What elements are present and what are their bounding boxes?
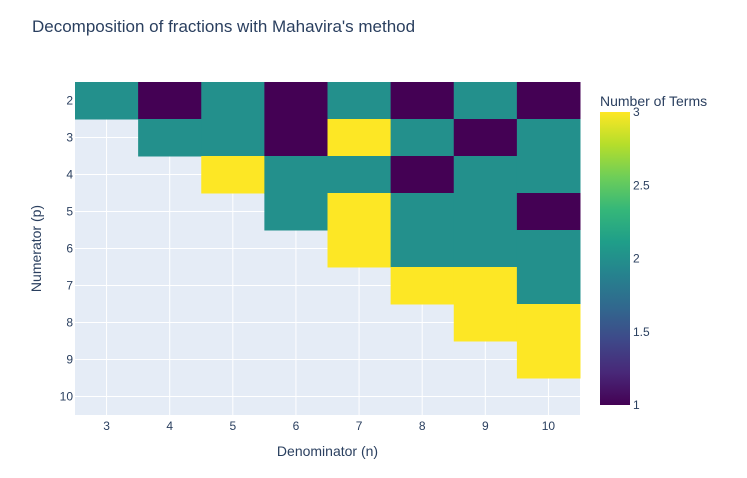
- heatmap-cell-p3-n6: [264, 119, 328, 157]
- x-axis-ticks: 3 4 5 6 7 8 9 10: [103, 419, 555, 433]
- heatmap-cell-p3-n9: [453, 119, 518, 157]
- y-axis-title: Numerator (p): [28, 205, 44, 292]
- y-tick-label: 8: [66, 316, 73, 330]
- heatmap-cell-p4-n10: [516, 156, 581, 194]
- x-tick-label: 6: [293, 419, 300, 433]
- colorbar-tick-label: 1.5: [633, 325, 650, 339]
- heatmap-cell-p5-n9: [453, 193, 518, 231]
- y-tick-label: 2: [66, 94, 73, 108]
- heatmap-cell-p9-n10: [516, 341, 581, 379]
- y-tick-label: 3: [66, 131, 73, 145]
- heatmap-cell-p2-n5: [201, 82, 265, 120]
- heatmap-cell-p5-n10: [516, 193, 581, 231]
- y-tick-label: 6: [66, 242, 73, 256]
- colorbar-gradient: [600, 112, 630, 405]
- heatmap-cell-p8-n9: [453, 304, 518, 342]
- heatmap-cell-p3-n10: [516, 119, 581, 157]
- heatmap-cell-p4-n6: [264, 156, 328, 194]
- heatmap-cell-p6-n10: [516, 230, 581, 268]
- heatmap-cell-p3-n8: [390, 119, 455, 157]
- colorbar-tick-label: 3: [633, 105, 640, 119]
- heatmap-cell-p8-n10: [516, 304, 581, 342]
- heatmap-cell-p3-n4: [138, 119, 202, 157]
- heatmap-cell-p7-n8: [390, 267, 455, 305]
- colorbar-tick-label: 1: [633, 398, 640, 412]
- x-axis-title: Denominator (n): [277, 443, 378, 459]
- heatmap-cell-p2-n9: [453, 82, 518, 120]
- chart-title: Decomposition of fractions with Mahavira…: [32, 17, 415, 36]
- heatmap-cell-p2-n8: [390, 82, 455, 120]
- heatmap-cell-p5-n7: [327, 193, 392, 231]
- heatmap-cell-p5-n8: [390, 193, 455, 231]
- x-tick-label: 8: [419, 419, 426, 433]
- heatmap-cell-p5-n6: [264, 193, 328, 231]
- heatmap-cell-p7-n10: [516, 267, 581, 305]
- heatmap-cell-p6-n9: [453, 230, 518, 268]
- heatmap-cell-p4-n9: [453, 156, 518, 194]
- heatmap-cell-p6-n7: [327, 230, 392, 268]
- heatmap-cell-p2-n4: [138, 82, 202, 120]
- heatmap-cell-p2-n6: [264, 82, 328, 120]
- y-tick-label: 10: [60, 390, 74, 404]
- y-axis-ticks: 2 3 4 5 6 7 8 9 10: [60, 94, 74, 404]
- heatmap-cell-p6-n8: [390, 230, 455, 268]
- x-tick-label: 4: [166, 419, 173, 433]
- x-tick-label: 10: [542, 419, 556, 433]
- heatmap-cell-p7-n9: [453, 267, 518, 305]
- heatmap-cell-p3-n5: [201, 119, 265, 157]
- x-tick-label: 3: [103, 419, 110, 433]
- colorbar: Number of Terms 1 1.5 2 2.5 3: [600, 93, 707, 412]
- heatmap-cell-p2-n7: [327, 82, 392, 120]
- y-tick-label: 7: [66, 279, 73, 293]
- heatmap-cell-p2-n10: [516, 82, 581, 120]
- colorbar-ticks: 1 1.5 2 2.5 3: [633, 105, 650, 412]
- heatmap-cell-p4-n5: [201, 156, 265, 194]
- x-tick-label: 7: [356, 419, 363, 433]
- heatmap-cell-p2-n3: [75, 82, 139, 120]
- colorbar-tick-label: 2: [633, 252, 640, 266]
- x-tick-label: 5: [229, 419, 236, 433]
- colorbar-title: Number of Terms: [600, 93, 707, 109]
- heatmap-cell-p3-n7: [327, 119, 392, 157]
- y-tick-label: 4: [66, 168, 73, 182]
- heatmap-cell-p4-n8: [390, 156, 455, 194]
- y-tick-label: 5: [66, 205, 73, 219]
- colorbar-tick-label: 2.5: [633, 178, 650, 192]
- heatmap-cells: [75, 82, 581, 379]
- y-tick-label: 9: [66, 353, 73, 367]
- heatmap-cell-p4-n7: [327, 156, 392, 194]
- x-tick-label: 9: [482, 419, 489, 433]
